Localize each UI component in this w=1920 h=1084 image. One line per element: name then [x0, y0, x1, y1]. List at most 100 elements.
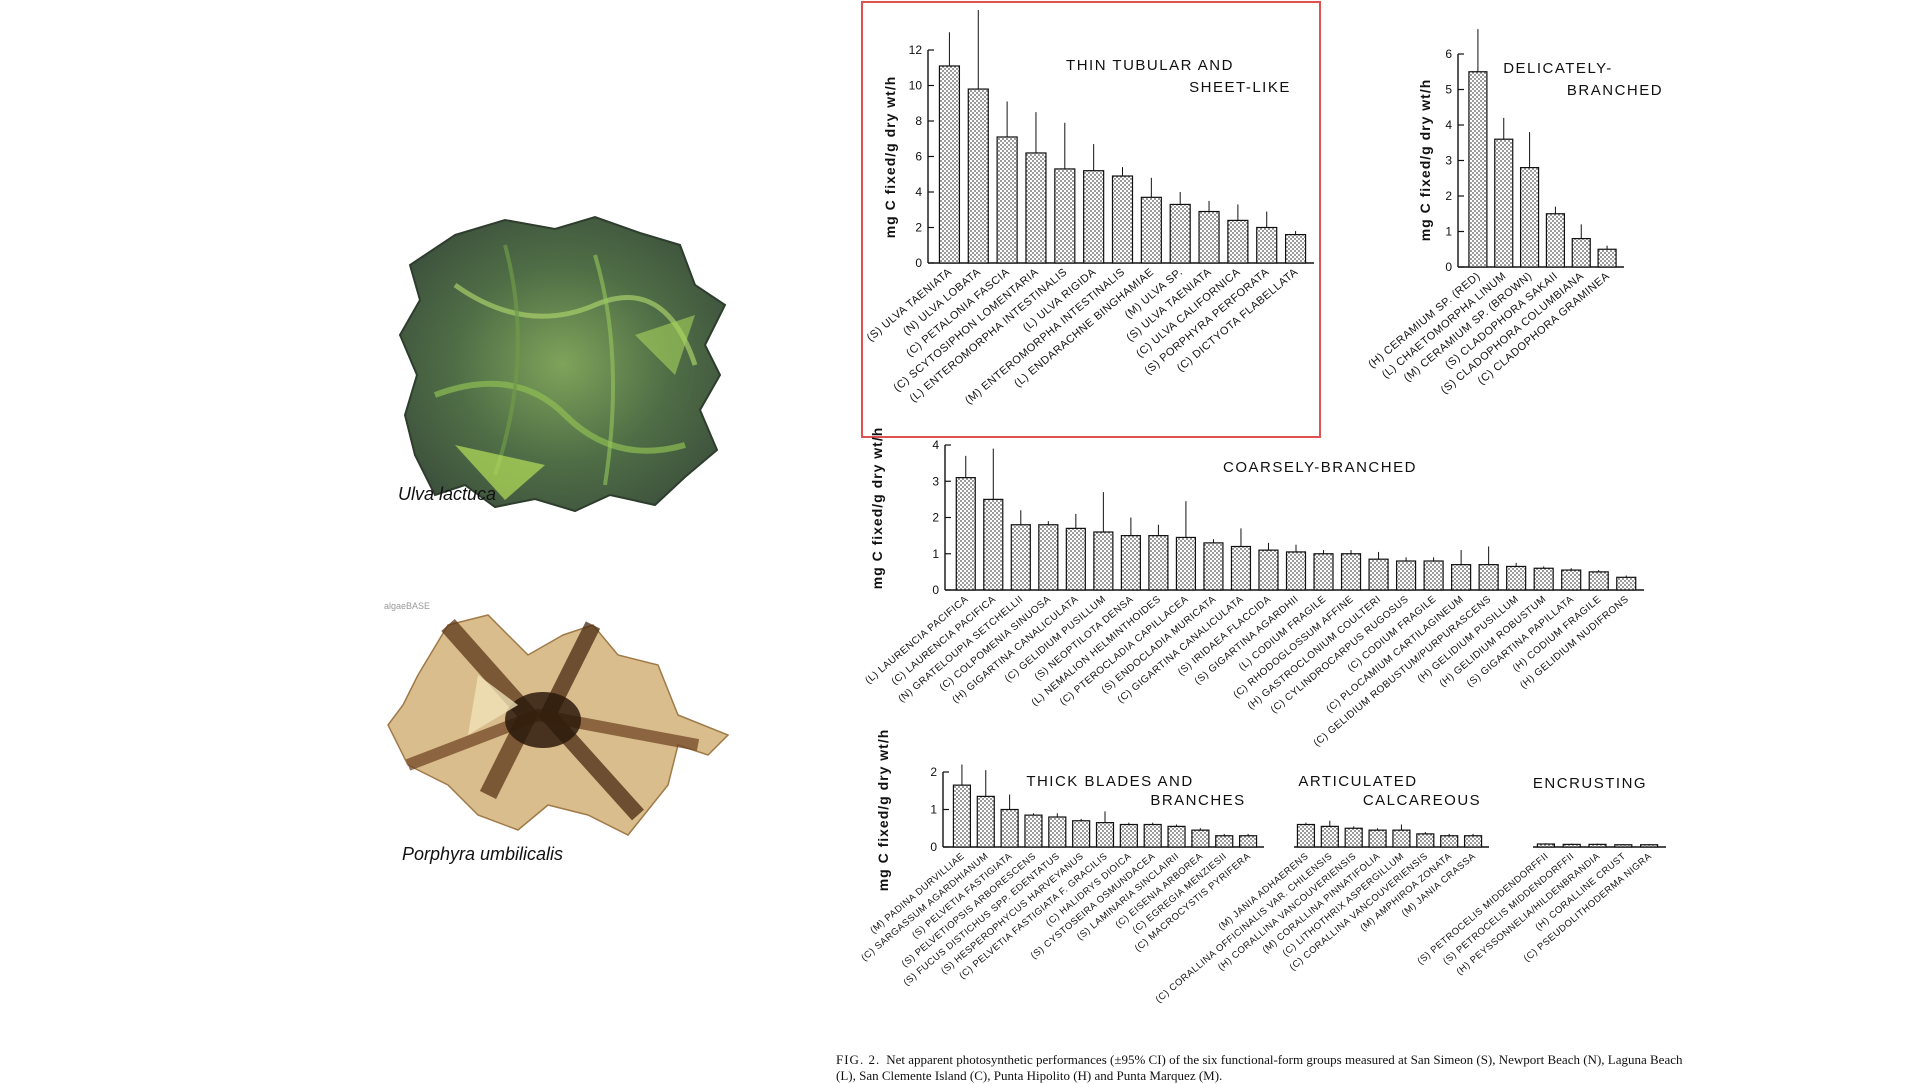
bar [1167, 825, 1186, 848]
bar [1506, 565, 1527, 591]
bar [1038, 524, 1059, 591]
y-tick-label: 12 [909, 43, 923, 57]
photo-watermark: algaeBASE [384, 601, 430, 611]
chart-title: BRANCHED [1567, 82, 1663, 99]
bar [1416, 833, 1435, 848]
bar [1010, 524, 1031, 591]
y-tick-label: 6 [1445, 47, 1452, 61]
y-tick-label: 2 [932, 511, 939, 525]
bar [996, 136, 1018, 264]
ulva-photo-label: Ulva lactuca [398, 484, 497, 504]
chart-title: THICK BLADES AND [1026, 773, 1193, 790]
caption-lead: FIG. 2. [836, 1052, 881, 1067]
bar [1536, 843, 1556, 848]
bar [1368, 558, 1389, 591]
y-tick-label: 2 [930, 765, 937, 779]
bar [1597, 248, 1617, 268]
bar [983, 498, 1004, 591]
bar [1296, 823, 1316, 848]
bar [1392, 829, 1411, 848]
bar [1571, 238, 1591, 268]
y-axis-label: mg C fixed/g dry wt/h [869, 427, 885, 590]
bar [1344, 827, 1363, 848]
bar [952, 784, 972, 848]
bar [1494, 138, 1514, 268]
bar [1639, 844, 1659, 848]
bar [1000, 808, 1019, 848]
chart-panel-1: 0 2 4 6 8 10 12 mg C fixed/g dry wt/h THIN TUBUL… [861, 1, 1321, 438]
y-tick-label: 3 [1445, 154, 1452, 168]
bar [1423, 560, 1444, 591]
bar [1468, 71, 1488, 268]
bar [1368, 829, 1387, 848]
bar [955, 477, 976, 591]
bar [1588, 843, 1607, 848]
porphyra-photo-label: Porphyra umbilicalis [402, 844, 564, 864]
y-tick-label: 4 [932, 438, 939, 452]
chart-title: CALCAREOUS [1363, 792, 1481, 809]
bar [1025, 152, 1047, 264]
bar [1320, 825, 1339, 848]
bar [1313, 553, 1334, 591]
bar [1191, 829, 1210, 848]
y-tick-label: 4 [1445, 118, 1452, 132]
bar [1175, 536, 1197, 591]
y-tick-label: 0 [1445, 260, 1452, 274]
bar [1048, 816, 1067, 848]
bar [1616, 576, 1637, 591]
figure-caption: FIG. 2. Net apparent photosynthetic perfo… [836, 1052, 1696, 1084]
bar [1395, 560, 1417, 591]
bar [1054, 168, 1076, 264]
bar [1169, 203, 1191, 264]
bar [1024, 814, 1043, 848]
bar [1227, 219, 1249, 264]
chart-panel-4: 0 1 2 mg C fixed/g dry wt/h THICK BLADES AND… [859, 729, 1264, 988]
bar [1588, 571, 1609, 591]
bar [1258, 549, 1279, 591]
chart-title: THIN TUBULAR AND [1066, 57, 1234, 74]
y-tick-label: 8 [915, 114, 922, 128]
y-axis-label: mg C fixed/g dry wt/h [882, 76, 898, 239]
y-tick-label: 0 [932, 583, 939, 597]
y-tick-label: 4 [915, 185, 922, 199]
bar [1440, 835, 1459, 848]
chart-title: DELICATELY- [1503, 60, 1613, 77]
y-tick-label: 3 [932, 474, 939, 488]
y-tick-label: 2 [1445, 189, 1452, 203]
bar [1284, 234, 1307, 264]
bar [1111, 175, 1134, 264]
caption-text: Net apparent photosynthetic performances… [836, 1052, 1683, 1083]
y-tick-label: 2 [915, 221, 922, 235]
bar [1463, 835, 1483, 848]
bar [1198, 210, 1220, 264]
bar [1256, 226, 1278, 264]
y-tick-label: 1 [930, 803, 937, 817]
bar [1065, 527, 1086, 591]
bar [938, 65, 961, 264]
bar [1072, 820, 1091, 848]
chart-title: COARSELY-BRANCHED [1223, 459, 1417, 476]
bar [1545, 213, 1566, 268]
ulva-seaweed-photo [398, 215, 727, 513]
y-tick-label: 10 [909, 79, 923, 93]
bar [1095, 822, 1115, 848]
bar [1148, 535, 1169, 591]
chart-panel-3: 0 1 2 3 4 mg C fixed/g dry wt/h COARSELY-BRANC… [863, 427, 1644, 749]
y-tick-label: 6 [915, 150, 922, 164]
chart-title: BRANCHES [1150, 792, 1245, 809]
y-tick-label: 1 [932, 547, 939, 561]
bar [1203, 542, 1224, 591]
chart-panel-2: 0 1 2 3 4 5 6 mg C fixed/g dry wt/h DELICATELY- B… [1366, 29, 1663, 397]
bar [1451, 564, 1472, 591]
y-axis-label: mg C fixed/g dry wt/h [1417, 79, 1433, 242]
bar [1143, 823, 1162, 848]
bar [1478, 564, 1499, 591]
bar [1533, 567, 1554, 591]
y-tick-label: 5 [1445, 83, 1452, 97]
bar [1614, 844, 1633, 848]
bar [1119, 823, 1138, 848]
chart-title: ARTICULATED [1298, 773, 1417, 790]
chart-title: ENCRUSTING [1533, 775, 1647, 792]
bar [976, 795, 995, 848]
chart-title: SHEET-LIKE [1189, 79, 1291, 96]
